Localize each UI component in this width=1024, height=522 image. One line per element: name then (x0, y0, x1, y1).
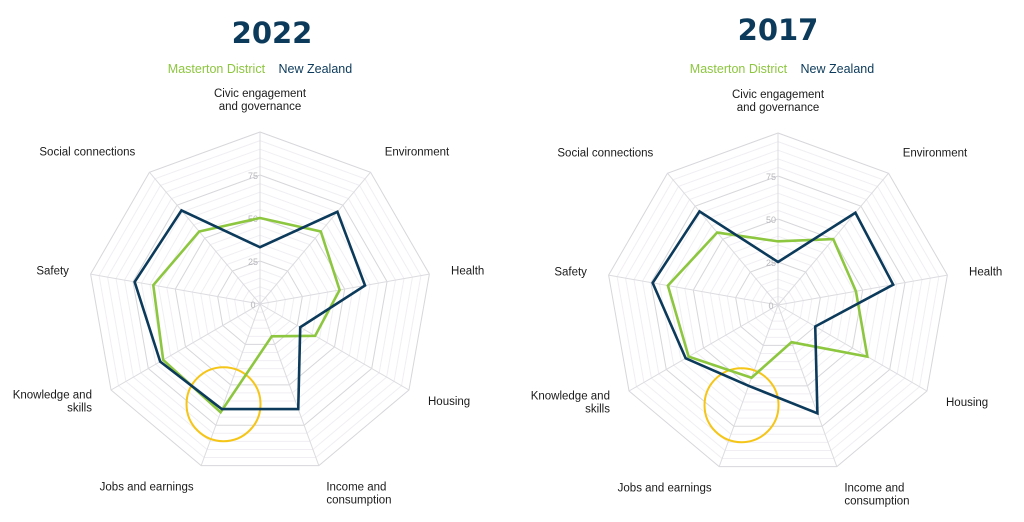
series-new-zealand (133, 208, 367, 411)
grid-ring (132, 174, 388, 426)
grid-ring-minor (769, 295, 787, 314)
axis-label-social-connections: Social connections (557, 147, 653, 159)
legend-entry-masterton: Masterton District (167, 62, 266, 76)
axis-label-jobs-and-earnings: Jobs and earnings (100, 481, 194, 493)
grid-ring (608, 132, 948, 468)
tick-label: 25 (248, 257, 258, 267)
highlight-circle (185, 366, 262, 443)
grid-ring-minor (625, 149, 931, 451)
grid-ring-minor (242, 286, 278, 321)
grid-ring-minor (225, 269, 295, 337)
axis-label-health: Health (969, 266, 1002, 278)
axis-label-civic-engagement-and-governance: Civic engagement and governance (732, 89, 825, 114)
radar-grid (90, 131, 430, 467)
grid-ring-minor (633, 158, 923, 443)
axis-label-environment: Environment (903, 147, 968, 159)
axis-spoke (259, 273, 430, 305)
axis-label-housing: Housing (946, 397, 988, 409)
grid-ring-minor (200, 243, 320, 362)
tick-label: 75 (248, 171, 258, 181)
tick-label: 75 (766, 172, 776, 182)
axis-label-safety: Safety (36, 265, 69, 277)
axis-label-income-and-consumption: Income and consumption (844, 482, 909, 507)
axis-spoke (667, 172, 779, 306)
grid-ring-minor (701, 227, 855, 379)
axis-spoke (259, 303, 320, 466)
grid-ring-minor (191, 234, 329, 370)
legend-entry-new-zealand: New Zealand (800, 62, 875, 76)
axis-spoke (90, 273, 261, 305)
axis-spoke (608, 274, 779, 306)
axis-label-safety: Safety (554, 266, 587, 278)
grid-ring-minor (166, 208, 354, 394)
axis-label-health: Health (451, 265, 484, 277)
legend: Masterton District New Zealand (526, 62, 1024, 76)
chart-title: 2017 (737, 13, 819, 47)
radar-panel-2017: 2017 Masterton District New Zealand 0 25 5… (512, 0, 1024, 522)
tick-label: 25 (766, 258, 776, 268)
chart-title: 2022 (231, 16, 313, 50)
radar-grid (608, 132, 948, 468)
grid-ring (650, 175, 906, 427)
tick-label: 0 (768, 301, 773, 311)
tick-label: 50 (766, 215, 776, 225)
axis-label-income-and-consumption: Income and consumption (326, 481, 391, 506)
radar-panel-2022: 2022 Masterton District New Zealand 0 25 5… (13, 16, 485, 506)
grid-ring-minor (684, 209, 872, 395)
grid-ring-minor (123, 165, 397, 434)
axis-spoke (259, 171, 371, 305)
grid-ring (217, 260, 303, 345)
grid-ring-minor (718, 244, 838, 363)
highlight-circle (703, 367, 780, 444)
axis-label-housing: Housing (428, 396, 470, 408)
grid-ring-minor (709, 235, 847, 371)
axis-spoke (149, 171, 261, 305)
axis-spoke (777, 304, 838, 467)
grid-ring-minor (752, 278, 804, 330)
grid-ring-minor (140, 183, 380, 418)
grid-ring-minor (98, 140, 422, 459)
grid-ring (735, 261, 821, 346)
grid-ring-minor (641, 166, 915, 435)
grid-ring-minor (251, 294, 269, 313)
grid-ring-minor (234, 277, 286, 329)
grid-ring-minor (743, 270, 813, 338)
axis-label-social-connections: Social connections (39, 146, 135, 158)
grid-ring-minor (115, 157, 405, 442)
series-new-zealand (651, 209, 895, 416)
legend-entry-masterton: Masterton District (689, 62, 788, 76)
axis-label-knowledge-and-skills: Knowledge and skills (531, 391, 611, 416)
tick-label: 0 (250, 300, 255, 310)
grid-ring-minor (616, 141, 940, 460)
grid-ring (90, 131, 430, 467)
grid-ring-minor (183, 226, 337, 378)
axis-spoke (259, 303, 410, 391)
grid-ring-minor (760, 287, 796, 322)
legend-entry-new-zealand: New Zealand (278, 62, 353, 76)
axis-spoke (777, 274, 948, 306)
grid-ring-minor (107, 148, 413, 450)
axis-label-jobs-and-earnings: Jobs and earnings (618, 482, 712, 494)
series-masterton-district (151, 216, 342, 415)
axis-label-knowledge-and-skills: Knowledge and skills (13, 390, 93, 415)
axis-spoke (110, 303, 261, 391)
grid-ring-minor (658, 184, 898, 419)
axis-label-environment: Environment (385, 146, 450, 158)
legend: Masterton District New Zealand (4, 62, 516, 76)
axis-spoke (777, 304, 928, 392)
axis-label-civic-engagement-and-governance: Civic engagement and governance (214, 88, 307, 113)
series-masterton-district (666, 231, 869, 380)
axis-spoke (628, 304, 779, 392)
radar-chart-2017: 0 25 50 75 Civic engagement and governance Env… (531, 89, 1003, 507)
grid-ring (692, 218, 864, 387)
